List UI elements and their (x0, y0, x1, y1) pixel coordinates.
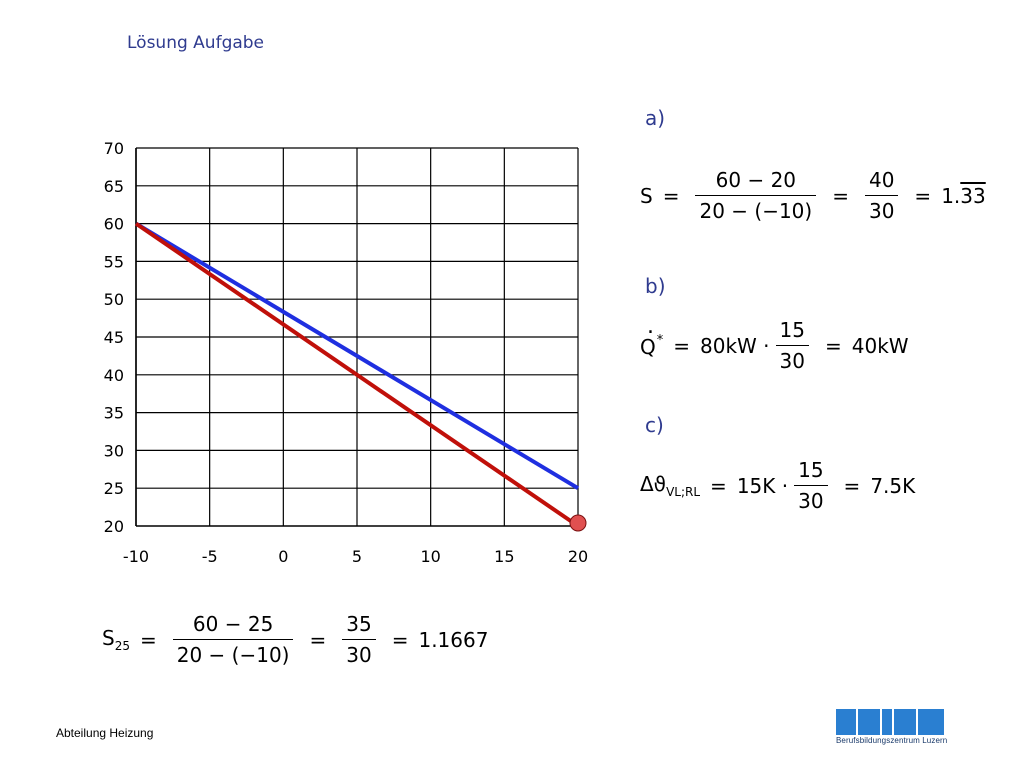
eq-c-lhs: ΔϑVL;RL (640, 472, 700, 499)
eq-b-lhs-letter: Q (640, 334, 656, 359)
y-tick-label: 70 (104, 139, 124, 158)
logo-text: Berufsbildungszentrum Luzern (836, 736, 948, 745)
eq-a-equals-2: = (832, 183, 849, 208)
logo: Berufsbildungszentrum Luzern (836, 709, 948, 745)
eq-s25-denominator-1: 20 − (−10) (172, 639, 294, 667)
eq-s25-fraction-1: 60 − 25 20 − (−10) (172, 612, 294, 667)
y-tick-label: 50 (104, 290, 124, 309)
eq-a-denominator-1: 20 − (−10) (695, 195, 817, 223)
eq-s25-denominator-2: 30 (342, 639, 376, 667)
x-tick-label: 5 (352, 547, 362, 566)
eq-s25-numerator-1: 60 − 25 (192, 612, 274, 636)
x-tick-label: 15 (494, 547, 514, 566)
equation-c: ΔϑVL;RL = 15K · 15 30 = 7.5K (640, 458, 915, 513)
eq-b-factor: 80kW · (700, 333, 770, 358)
part-c-label: c) (645, 413, 664, 437)
y-tick-label: 35 (104, 404, 124, 423)
eq-s25-equals-3: = (391, 627, 409, 652)
eq-c-factor: 15K · (736, 473, 789, 498)
eq-a-result-repeat: 33 (960, 183, 986, 208)
y-tick-label: 60 (104, 215, 124, 234)
x-tick-label: -10 (123, 547, 149, 566)
eq-s25-numerator-2: 35 (346, 612, 372, 636)
y-tick-label: 45 (104, 328, 124, 347)
eq-a-denominator-2: 30 (864, 195, 899, 223)
part-a-label: a) (645, 106, 666, 130)
y-tick-label: 55 (104, 252, 124, 271)
eq-a-lhs: S (640, 183, 653, 208)
y-tick-label: 40 (104, 366, 124, 385)
eq-a-fraction-1: 60 − 20 20 − (−10) (695, 168, 817, 223)
x-tick-label: 20 (568, 547, 588, 566)
eq-a-numerator-2: 40 (868, 168, 895, 192)
eq-a-result: 1.33 (941, 184, 986, 208)
end-point-marker (569, 514, 587, 532)
eq-c-denominator: 30 (794, 485, 828, 513)
eq-s25-lhs-letter: S (102, 626, 115, 650)
equation-a: S = 60 − 20 20 − (−10) = 40 30 = 1.33 (640, 168, 986, 223)
eq-b-numerator: 15 (779, 318, 805, 342)
eq-s25-lhs-sub: 25 (114, 639, 130, 653)
eq-s25-lhs: S25 (102, 626, 130, 653)
eq-a-fraction-2: 40 30 (864, 168, 899, 223)
x-tick-label: -5 (202, 547, 218, 566)
eq-s25-fraction-2: 35 30 (342, 612, 376, 667)
eq-c-lhs-symbol: Δϑ (640, 472, 667, 496)
y-tick-label: 30 (104, 441, 124, 460)
eq-s25-equals-1: = (139, 627, 157, 652)
eq-c-equals-1: = (710, 473, 727, 498)
eq-a-numerator-1: 60 − 20 (715, 168, 797, 192)
y-tick-label: 20 (104, 517, 124, 536)
series-line-2 (134, 221, 580, 528)
eq-s25-result: 1.1667 (418, 627, 489, 652)
part-b-label: b) (645, 274, 666, 298)
eq-b-denominator: 30 (775, 345, 809, 373)
eq-b-fraction: 15 30 (775, 318, 809, 373)
chart-ticks: -10 -5 0 5 10 15 20 70 65 60 55 50 45 40 35 30 25 20 (104, 139, 589, 566)
equation-s25: S25 = 60 − 25 20 − (−10) = 35 30 = 1.166… (102, 612, 488, 667)
y-tick-label: 65 (104, 177, 124, 196)
x-tick-label: 10 (420, 547, 440, 566)
eq-b-result: 40kW (851, 333, 909, 358)
eq-c-fraction: 15 30 (794, 458, 828, 513)
series-line-1 (134, 221, 580, 490)
eq-a-equals-3: = (914, 183, 932, 208)
eq-c-numerator: 15 (798, 458, 824, 482)
y-tick-label: 25 (104, 479, 124, 498)
eq-a-result-int: 1. (941, 183, 961, 208)
chart-series (134, 221, 587, 532)
eq-c-equals-2: = (843, 473, 861, 498)
equation-b: Q* = 80kW · 15 30 = 40kW (640, 314, 909, 374)
eq-b-equals-1: = (673, 333, 691, 358)
page-title: Lösung Aufgabe (127, 33, 265, 53)
eq-s25-equals-2: = (309, 627, 327, 652)
eq-b-lhs-sup: * (656, 332, 664, 348)
footer-text: Abteilung Heizung (56, 726, 154, 740)
eq-b-equals-2: = (825, 333, 842, 358)
eq-c-result: 7.5K (870, 473, 916, 498)
eq-a-equals-1: = (662, 183, 680, 208)
chart-grid (135, 147, 579, 527)
eq-c-lhs-sub: VL;RL (666, 485, 701, 499)
eq-b-lhs: Q* (640, 314, 664, 359)
x-tick-label: 0 (278, 547, 288, 566)
logo-mark-icon (836, 709, 944, 735)
